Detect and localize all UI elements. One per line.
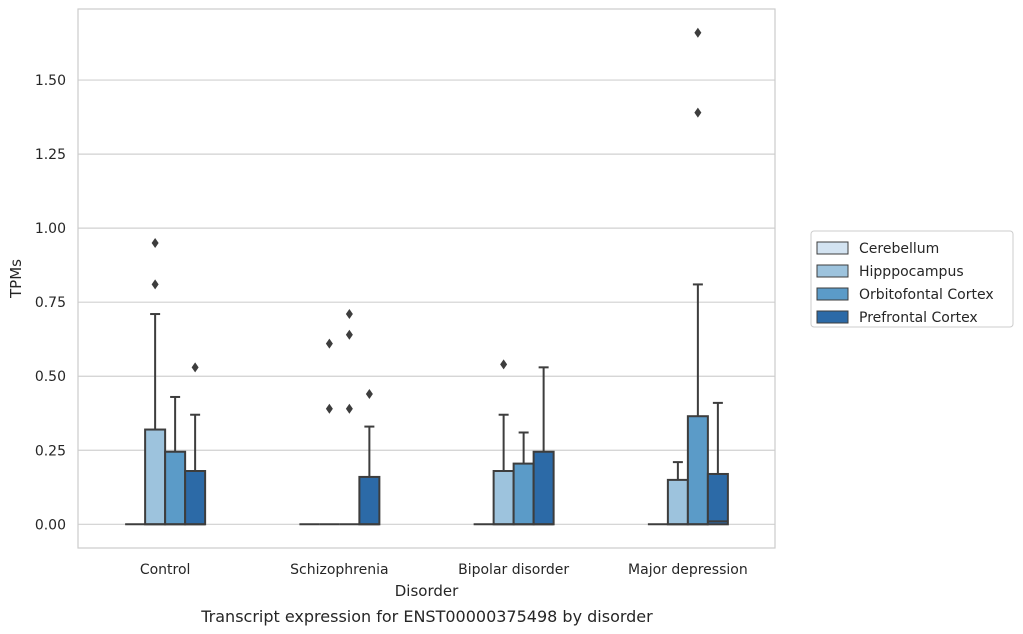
outlier-point — [325, 403, 333, 414]
y-tick-label: 0.00 — [35, 517, 66, 533]
legend-box — [810, 230, 1014, 328]
box-1-3 — [358, 389, 381, 526]
legend-label: Prefrontal Cortex — [859, 310, 978, 326]
plot-area — [125, 27, 729, 526]
box — [686, 415, 709, 526]
outlier-point — [325, 338, 333, 349]
box — [184, 470, 207, 526]
x-axis-ticks: Control Schizophrenia Bipolar disorder Majo… — [140, 562, 748, 578]
x-tick-label: Bipolar disorder — [458, 562, 569, 578]
x-tick-label: Major depression — [628, 562, 748, 578]
box-1-1 — [319, 338, 340, 526]
outlier-point — [694, 27, 702, 38]
y-tick-label: 0.75 — [35, 295, 66, 311]
outlier-point — [151, 237, 159, 248]
outlier-point — [500, 359, 508, 370]
box-0-1 — [144, 237, 167, 526]
box-3-1 — [666, 461, 689, 526]
legend-swatch — [816, 241, 849, 255]
y-tick-label: 1.25 — [35, 147, 66, 163]
legend-swatch — [816, 310, 849, 324]
box — [144, 428, 167, 526]
legend: Cerebellum Hipppocampus Orbitofontal Corte… — [810, 230, 1014, 328]
box-0-2 — [164, 395, 187, 526]
y-tick-label: 0.50 — [35, 369, 66, 385]
y-tick-label: 0.25 — [35, 443, 66, 459]
x-tick-label: Control — [140, 562, 191, 578]
x-axis-label: Disorder — [395, 582, 459, 600]
y-tick-label: 1.50 — [35, 73, 66, 89]
outlier-point — [345, 403, 353, 414]
box-1-2 — [339, 309, 360, 526]
outlier-point — [694, 107, 702, 118]
box — [492, 470, 515, 526]
box — [512, 462, 535, 526]
y-axis-ticks: 0.00 0.25 0.50 0.75 1.00 1.25 1.50 — [35, 73, 66, 533]
box — [358, 475, 381, 526]
legend-label: Cerebellum — [859, 241, 939, 257]
outlier-point — [365, 389, 373, 399]
box — [666, 478, 689, 526]
box — [706, 472, 729, 526]
box-2-3 — [532, 366, 555, 526]
outlier-point — [345, 309, 353, 320]
box-3-3 — [706, 401, 729, 526]
box-2-1 — [492, 359, 515, 526]
legend-label: Orbitofontal Cortex — [859, 287, 994, 303]
y-tick-label: 1.00 — [35, 221, 66, 237]
box-2-2 — [512, 431, 535, 526]
outlier-point — [191, 362, 199, 373]
legend-swatch — [816, 287, 849, 301]
y-axis-label: TPMs — [7, 259, 25, 299]
outlier-point — [345, 329, 353, 340]
chart-caption: Transcript expression for ENST0000037549… — [200, 607, 653, 626]
legend-label: Hipppocampus — [859, 264, 964, 280]
outlier-point — [151, 279, 159, 290]
box-3-2 — [686, 27, 709, 526]
x-tick-label: Schizophrenia — [290, 562, 388, 578]
legend-swatch — [816, 264, 849, 278]
box — [164, 450, 187, 526]
plot-frame — [77, 8, 776, 549]
box-0-3 — [184, 362, 207, 526]
box — [532, 450, 555, 526]
